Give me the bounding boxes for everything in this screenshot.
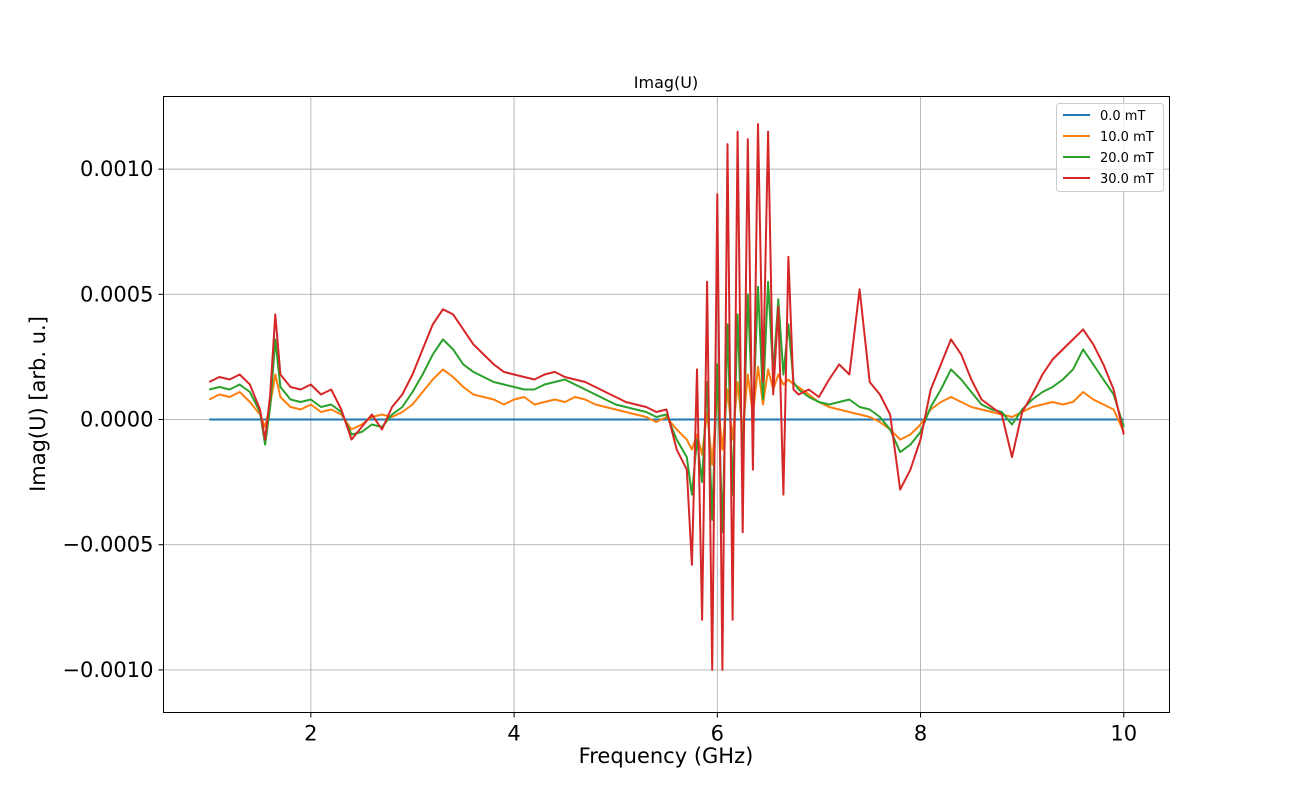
x-tick-label: 6 bbox=[711, 722, 724, 746]
series-line-3 bbox=[208, 123, 1125, 671]
legend-label-1: 10.0 mT bbox=[1100, 130, 1154, 145]
plot-frame bbox=[163, 96, 1170, 713]
chart-title: Imag(U) bbox=[634, 73, 698, 92]
legend-box bbox=[1056, 103, 1164, 192]
y-tick-label: −0.0005 bbox=[62, 533, 153, 557]
y-axis-label: Imag(U) [arb. u.] bbox=[26, 316, 50, 492]
y-tick-label: 0.0000 bbox=[80, 408, 153, 432]
x-axis-label: Frequency (GHz) bbox=[579, 744, 754, 768]
x-tick-label: 4 bbox=[507, 722, 520, 746]
grid-lines bbox=[163, 96, 1170, 713]
x-tick-label: 2 bbox=[304, 722, 317, 746]
x-tick-label: 8 bbox=[914, 722, 927, 746]
y-tick-label: 0.0005 bbox=[80, 282, 153, 306]
series-line-1 bbox=[208, 365, 1125, 466]
y-tick-label: 0.0010 bbox=[80, 157, 153, 181]
axis-ticks: 2 4 6 8 10 −0.0010 −0.0005 0.0000 0.0005 0.0010 bbox=[62, 157, 1137, 745]
series-line-2 bbox=[208, 280, 1125, 534]
x-tick-label: 10 bbox=[1110, 722, 1137, 746]
legend-label-3: 30.0 mT bbox=[1100, 172, 1154, 187]
series-layer bbox=[208, 123, 1125, 671]
legend: 0.0 mT 10.0 mT 20.0 mT 30.0 mT bbox=[1056, 103, 1164, 192]
legend-label-0: 0.0 mT bbox=[1100, 109, 1145, 124]
y-tick-label: −0.0010 bbox=[62, 658, 153, 682]
legend-label-2: 20.0 mT bbox=[1100, 151, 1154, 166]
